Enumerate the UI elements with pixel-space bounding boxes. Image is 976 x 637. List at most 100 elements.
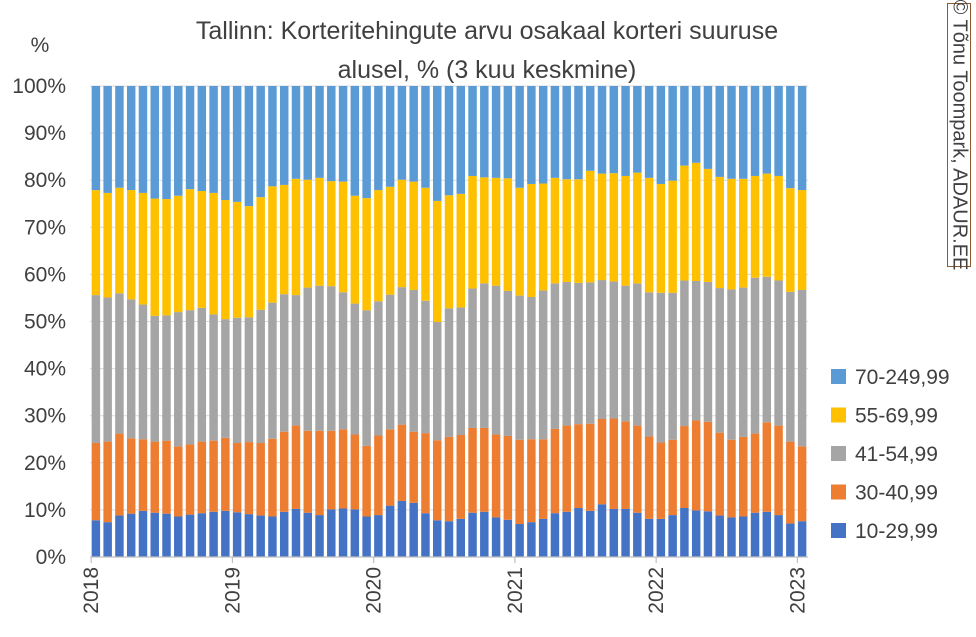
bar-segment [691, 510, 701, 557]
bar-segment [456, 518, 466, 557]
bar-segment [503, 178, 513, 291]
bar-segment [91, 520, 101, 557]
bar-segment [421, 300, 430, 434]
bar-segment [480, 177, 489, 284]
legend-swatch [831, 369, 846, 384]
bar-segment [586, 423, 595, 511]
bars [91, 86, 807, 557]
bar-segment [244, 442, 254, 515]
y-tick-label: 100% [12, 75, 66, 98]
bar-segment [491, 285, 501, 435]
bar-segment [727, 86, 736, 179]
bar-segment [279, 431, 289, 512]
x-tick-label: 2020 [363, 567, 386, 614]
bar-segment [138, 304, 148, 440]
bar-segment [103, 192, 112, 298]
bar-segment [586, 170, 595, 283]
bar-segment [432, 200, 442, 322]
y-tick-label: 70% [24, 216, 66, 239]
bar-segment [515, 439, 524, 525]
bar-segment [786, 188, 795, 292]
bar-segment [91, 295, 101, 444]
bar-segment [115, 187, 124, 294]
bar-segment [232, 512, 242, 557]
legend-label: 41-54,99 [855, 443, 938, 466]
bar-segment [739, 86, 748, 179]
bar-segment [138, 192, 148, 305]
bar-segment [680, 165, 689, 281]
bar-segment [432, 520, 442, 557]
bar-segment [703, 511, 713, 557]
bar-segment [797, 521, 807, 557]
bar-segment [385, 294, 395, 430]
bar-segment [739, 436, 748, 517]
bar-segment [527, 183, 536, 298]
bar-segment [197, 441, 207, 514]
legend-label: 55-69,99 [855, 405, 938, 428]
bar-segment [115, 293, 124, 434]
bar-segment [397, 179, 407, 288]
bar-segment [774, 425, 783, 516]
bar-segment [409, 502, 418, 557]
bar-segment [185, 310, 195, 445]
bar-segment [444, 86, 454, 196]
bar-segment [515, 524, 524, 557]
bar-segment [527, 86, 536, 184]
bar-segment [456, 307, 466, 436]
bar-segment [385, 186, 395, 295]
bar-segment [550, 283, 560, 429]
bar-segment [315, 515, 324, 557]
bar-segment [586, 86, 595, 171]
bar-segment [174, 312, 183, 447]
y-tick-label: 20% [24, 452, 66, 475]
bar-segment [279, 511, 289, 557]
bar-segment [609, 508, 619, 557]
bar-segment [385, 429, 395, 506]
bar-segment [597, 280, 607, 419]
bar-segment [279, 86, 289, 185]
bar-segment [244, 206, 254, 318]
bar-segment [715, 176, 724, 289]
bar-segment [115, 515, 124, 557]
bar-segment [338, 86, 348, 182]
bar-segment [715, 288, 724, 433]
bar-segment [609, 418, 619, 509]
bar-segment [126, 438, 136, 514]
bar-segment [268, 438, 277, 517]
y-tick-label: 0% [36, 546, 66, 569]
bar-segment [633, 86, 642, 173]
credit-box [947, 3, 971, 267]
bar-segment [574, 424, 583, 509]
bar-segment [232, 317, 242, 444]
x-tick-label: 2021 [504, 567, 527, 614]
bar-segment [468, 86, 477, 176]
bar-segment [562, 179, 571, 282]
bar-segment [527, 522, 536, 557]
bar-segment [538, 439, 548, 519]
bar-segment [256, 515, 265, 557]
bar-segment [162, 513, 171, 557]
bar-segment [691, 420, 701, 511]
bar-segment [468, 427, 477, 513]
bar-segment [256, 309, 265, 444]
bar-segment [256, 443, 265, 516]
bar-segment [327, 430, 336, 510]
bar-segment [291, 86, 301, 179]
bar-segment [315, 86, 324, 178]
bar-segment [703, 86, 713, 169]
y-tick-label: 90% [24, 122, 66, 145]
bar-segment [656, 183, 666, 293]
bar-segment [303, 512, 312, 557]
bar-segment [315, 177, 324, 286]
bar-segment [691, 280, 701, 421]
bar-segment [362, 86, 371, 199]
bar-segment [727, 178, 736, 290]
bar-segment [444, 436, 454, 522]
bar-segment [715, 86, 724, 177]
bar-segment [562, 86, 571, 180]
bar-segment [786, 441, 795, 524]
bar-segment [656, 86, 666, 184]
bar-segment [209, 192, 218, 315]
bar-segment [503, 519, 513, 557]
